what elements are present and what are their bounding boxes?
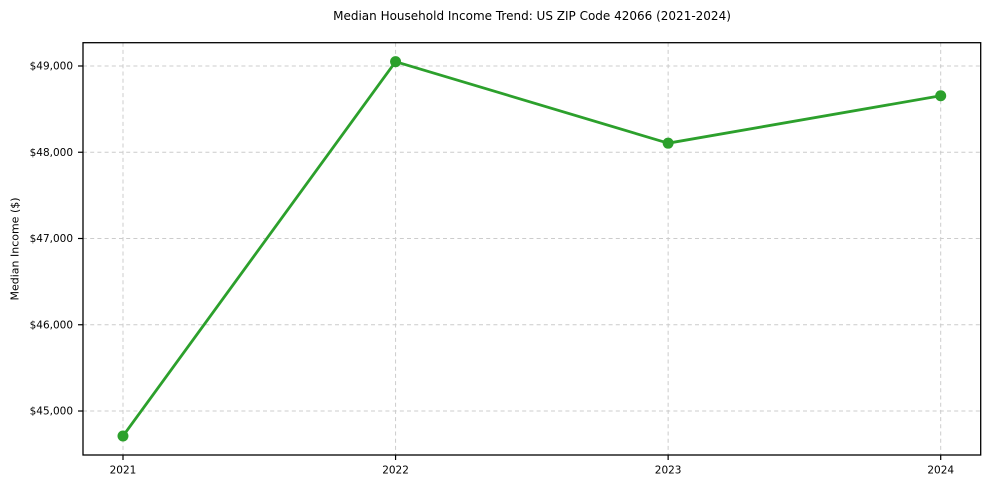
data-point <box>935 90 947 102</box>
data-point <box>662 137 674 149</box>
trend-line <box>121 60 943 438</box>
y-tick-label: $47,000 <box>30 233 73 245</box>
y-tick-label: $45,000 <box>30 406 73 418</box>
data-point <box>117 430 129 442</box>
x-tick-label: 2024 <box>927 465 954 477</box>
chart-title: Median Household Income Trend: US ZIP Co… <box>333 9 731 23</box>
x-tick-label: 2022 <box>382 465 409 477</box>
y-tick-label: $48,000 <box>30 147 73 159</box>
y-tick-label: $46,000 <box>30 319 73 331</box>
data-point <box>390 56 402 68</box>
plot-border <box>82 42 982 456</box>
x-tick-label: 2021 <box>110 465 137 477</box>
x-tick-label: 2023 <box>655 465 682 477</box>
y-tick-label: $49,000 <box>30 61 73 73</box>
